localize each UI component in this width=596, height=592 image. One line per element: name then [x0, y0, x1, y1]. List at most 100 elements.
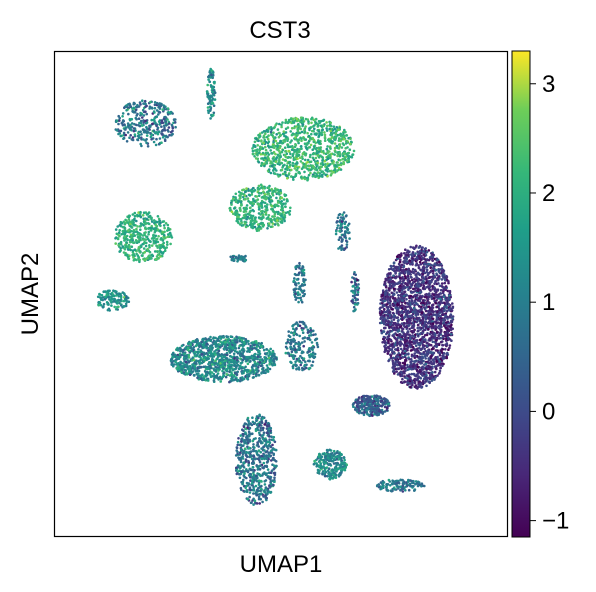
data-point — [262, 437, 265, 441]
data-point — [271, 438, 275, 442]
data-point — [183, 352, 186, 356]
data-point — [119, 220, 123, 224]
data-point — [238, 344, 241, 348]
data-point — [167, 233, 170, 236]
data-point — [339, 139, 343, 143]
data-point — [287, 149, 291, 153]
data-point — [297, 153, 301, 157]
data-point — [273, 473, 277, 477]
data-point — [269, 126, 273, 129]
data-point — [251, 416, 254, 420]
data-point — [271, 162, 274, 165]
data-point — [242, 188, 246, 191]
data-point — [296, 166, 299, 170]
data-point — [160, 141, 163, 144]
data-point — [322, 172, 326, 175]
chart-title: CST3 — [249, 17, 310, 44]
data-point — [316, 161, 320, 165]
data-point — [278, 163, 281, 166]
data-point — [342, 137, 346, 141]
data-point — [254, 199, 258, 203]
data-point — [345, 159, 349, 163]
data-point — [248, 206, 252, 210]
data-point — [231, 364, 234, 367]
data-point — [304, 158, 307, 162]
data-point — [300, 155, 304, 158]
data-point — [266, 475, 270, 479]
data-point — [203, 337, 206, 341]
data-point — [262, 457, 266, 460]
data-point — [166, 107, 170, 110]
data-point — [253, 346, 256, 350]
data-point — [175, 362, 179, 365]
data-point — [272, 159, 275, 163]
data-point — [250, 454, 253, 457]
data-point — [280, 161, 284, 165]
data-point — [299, 145, 303, 148]
data-point — [173, 121, 177, 124]
data-point — [125, 109, 128, 112]
data-point — [244, 431, 247, 434]
data-point — [148, 107, 151, 110]
data-point — [261, 500, 264, 504]
data-point — [259, 479, 263, 483]
data-point — [124, 245, 127, 249]
data-point — [140, 136, 143, 139]
data-point — [226, 335, 230, 339]
data-point — [262, 461, 266, 465]
data-point — [123, 247, 127, 251]
data-point — [234, 192, 238, 196]
data-point — [162, 124, 166, 127]
data-point — [123, 305, 126, 308]
data-point — [308, 146, 312, 149]
data-point — [255, 153, 259, 156]
data-point — [157, 235, 160, 238]
data-point — [268, 435, 271, 438]
data-point — [132, 256, 135, 259]
data-point — [152, 140, 156, 144]
data-point — [164, 222, 168, 225]
data-point — [106, 308, 110, 312]
data-point — [233, 364, 237, 368]
data-point — [271, 157, 275, 160]
data-point — [236, 363, 239, 367]
data-point — [202, 346, 205, 349]
data-point — [143, 240, 146, 244]
data-point — [274, 187, 277, 190]
data-point — [259, 440, 262, 444]
data-point — [164, 119, 167, 122]
data-point — [339, 134, 343, 138]
data-point — [253, 199, 256, 203]
data-point — [309, 160, 313, 163]
data-point — [233, 339, 237, 342]
data-point — [198, 361, 202, 364]
data-point — [163, 126, 166, 130]
data-point — [270, 128, 273, 131]
data-point — [233, 357, 236, 360]
data-point — [207, 337, 211, 341]
data-point — [339, 159, 342, 162]
data-point — [126, 229, 130, 232]
data-point — [121, 115, 124, 118]
data-point — [276, 219, 279, 222]
data-point — [273, 218, 276, 222]
data-point — [226, 364, 230, 367]
data-point — [118, 119, 121, 122]
data-point — [235, 449, 238, 452]
data-point — [269, 217, 273, 221]
data-point — [262, 216, 265, 219]
data-point — [251, 488, 255, 492]
data-point — [102, 302, 106, 306]
data-point — [301, 123, 305, 126]
data-point — [341, 157, 345, 161]
data-point — [187, 360, 191, 364]
data-point — [272, 456, 275, 460]
data-point — [239, 470, 243, 474]
data-point — [286, 168, 289, 171]
data-point — [245, 204, 249, 207]
data-point — [145, 141, 148, 145]
data-point — [270, 204, 273, 208]
data-point — [298, 125, 301, 128]
data-point — [170, 357, 174, 361]
data-point — [248, 450, 252, 454]
